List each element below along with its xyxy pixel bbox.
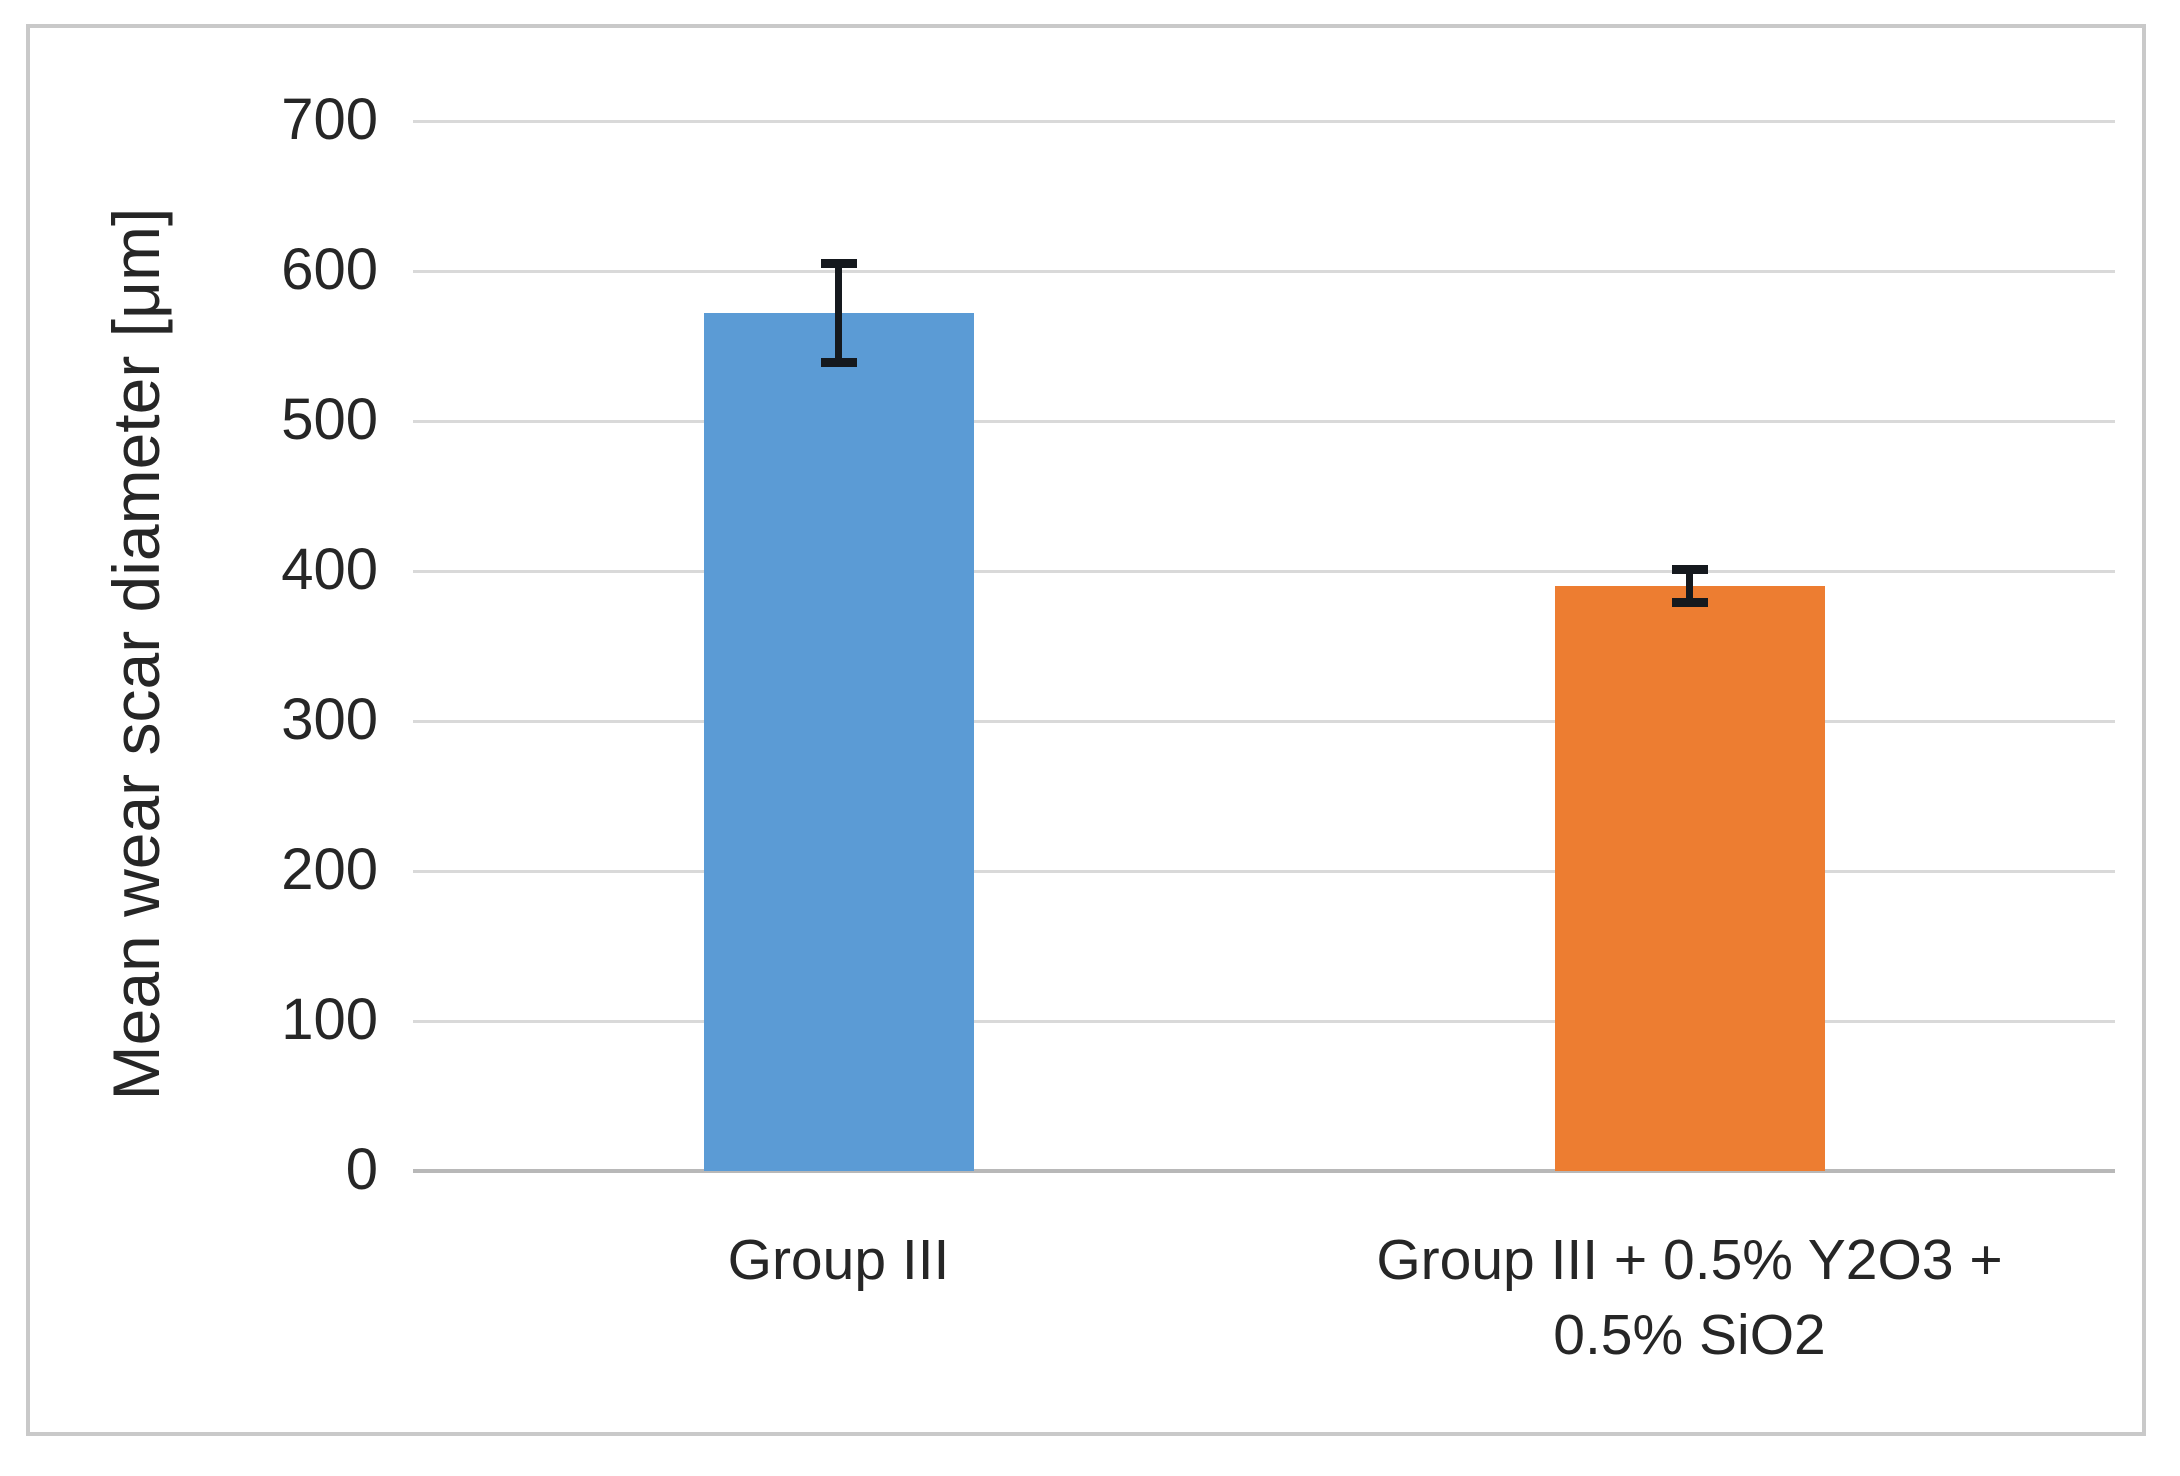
y-gridline — [413, 570, 2115, 573]
bar — [703, 313, 974, 1171]
x-axis-line — [413, 1169, 2115, 1173]
error-bar-line — [1686, 565, 1693, 607]
y-tick-label: 700 — [281, 87, 378, 152]
category-label: Group III + 0.5% Y2O3 + 0.5% SiO2 — [1376, 1228, 2003, 1368]
bar — [1554, 586, 1825, 1171]
y-tick-label: 500 — [281, 387, 378, 452]
y-tick-label: 200 — [281, 837, 378, 902]
y-gridline — [413, 270, 2115, 273]
y-tick-label: 0 — [345, 1137, 378, 1202]
y-tick-label: 400 — [281, 537, 378, 602]
chart-frame: Mean wear scar diameter [μm] 0 100 200 300 4… — [26, 24, 2146, 1436]
y-gridline — [413, 870, 2115, 873]
error-bar-cap-bottom — [1671, 598, 1708, 607]
category-label: Group III — [727, 1228, 950, 1292]
error-bar-line — [835, 259, 842, 367]
y-tick-label: 600 — [281, 237, 378, 302]
error-bar-cap-top — [1671, 565, 1708, 574]
error-bar-cap-top — [820, 259, 857, 268]
y-axis-title: Mean wear scar diameter [μm] — [99, 207, 173, 1101]
error-bar-cap-bottom — [820, 358, 857, 367]
y-gridline — [413, 120, 2115, 123]
y-tick-label: 100 — [281, 987, 378, 1052]
y-gridline — [413, 420, 2115, 423]
y-gridline — [413, 1020, 2115, 1023]
plot-area — [413, 120, 2115, 1173]
y-tick-label: 300 — [281, 687, 378, 752]
y-gridline — [413, 720, 2115, 723]
